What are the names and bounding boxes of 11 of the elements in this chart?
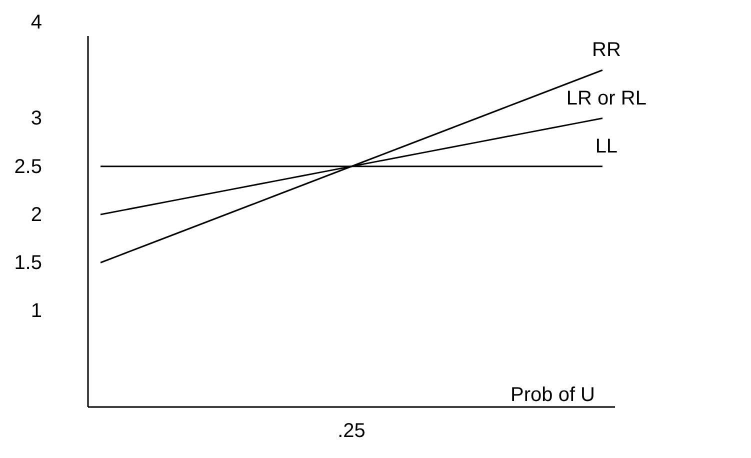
- y-tick-label: 3: [30, 108, 42, 130]
- y-tick-label: 2.5: [14, 156, 42, 178]
- series-label: LL: [595, 135, 618, 158]
- y-tick-label: 1.5: [14, 252, 42, 274]
- x-tick-label: .25: [338, 420, 366, 442]
- y-tick-label: 4: [30, 11, 42, 34]
- y-tick-label: 2: [30, 204, 42, 226]
- series-label: LR or RL: [566, 87, 646, 110]
- y-tick-label: 1: [30, 300, 42, 322]
- x-axis-title: Prob of U: [510, 384, 595, 406]
- series-label: RR: [592, 39, 621, 62]
